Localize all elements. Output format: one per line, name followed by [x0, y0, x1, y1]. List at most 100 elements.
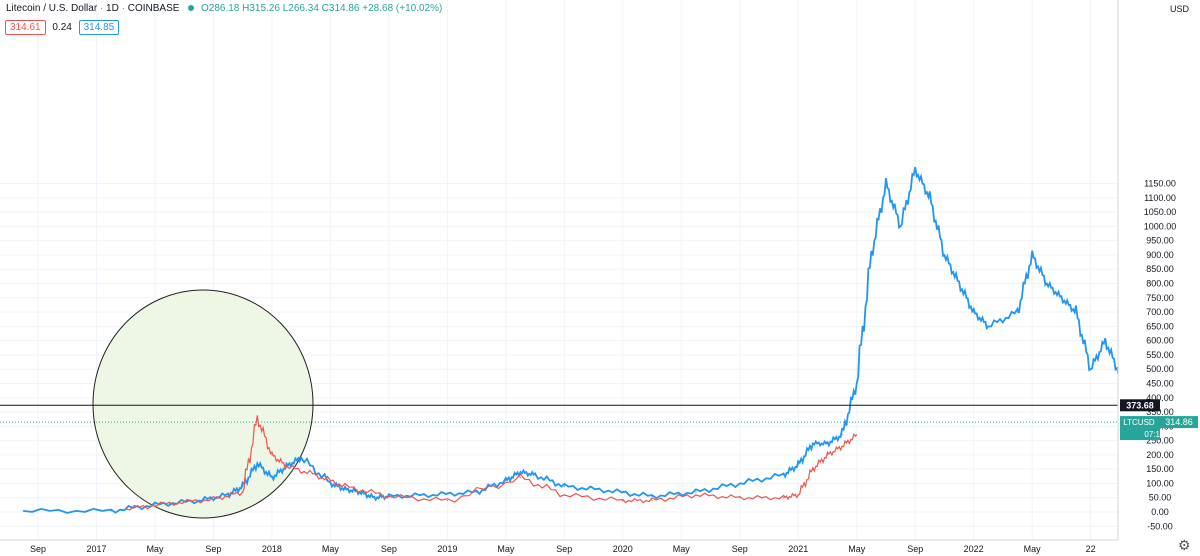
x-tick-label: May	[1024, 544, 1042, 554]
y-tick-label: 250.00	[1146, 436, 1174, 446]
close-value: C314.86	[321, 3, 360, 14]
x-tick-label: Sep	[30, 544, 46, 554]
last-price-tag	[1120, 416, 1160, 441]
data-point	[695, 494, 697, 496]
data-point	[344, 488, 346, 490]
data-point	[987, 325, 989, 327]
y-tick-label: 400.00	[1146, 393, 1174, 403]
y-tick-label: 750.00	[1146, 293, 1174, 303]
x-tick-label: Sep	[732, 544, 748, 554]
last-price-value-tag	[1160, 416, 1198, 429]
y-tick-label: 0.00	[1151, 507, 1169, 517]
y-tick-label: 450.00	[1146, 378, 1174, 388]
market-open-icon	[188, 5, 195, 12]
data-point	[285, 465, 288, 467]
x-tick-label: May	[322, 544, 340, 554]
data-point	[856, 382, 858, 385]
data-point	[797, 494, 799, 496]
x-tick-label: May	[848, 544, 866, 554]
data-point	[841, 445, 843, 447]
data-point	[242, 491, 244, 493]
data-point	[1090, 368, 1092, 370]
y-tick-label: 550.00	[1146, 350, 1174, 360]
data-point	[256, 417, 258, 419]
data-point	[1031, 254, 1033, 256]
data-point	[841, 434, 843, 436]
last-price-symbol: LTCUSD	[1123, 418, 1155, 427]
chart-header: Litecoin / U.S. Dollar · 1D · COINBASE O…	[6, 3, 443, 14]
data-point	[242, 485, 244, 487]
data-point	[271, 477, 273, 479]
data-point	[622, 499, 624, 502]
data-point	[563, 494, 565, 496]
data-point	[125, 508, 127, 510]
y-tick-label: 700.00	[1146, 307, 1174, 317]
data-point	[797, 464, 799, 466]
y-axis-unit: USD	[1170, 4, 1190, 14]
x-tick-label: 2022	[964, 544, 984, 554]
y-tick-label: 950.00	[1146, 236, 1174, 246]
y-tick-label: -50.00	[1147, 521, 1173, 531]
data-point	[519, 471, 522, 473]
sell-button[interactable]: 314.61	[5, 20, 46, 35]
data-point	[943, 254, 946, 256]
data-point	[826, 454, 829, 456]
highlight-ellipse	[92, 289, 314, 519]
open-value: O286.18	[200, 3, 240, 14]
x-tick-label: 22	[1086, 544, 1096, 554]
data-point	[534, 474, 536, 476]
data-point	[739, 482, 741, 485]
data-point	[914, 168, 916, 170]
data-point	[373, 497, 375, 499]
y-tick-label: 1150.00	[1144, 179, 1176, 189]
data-point	[22, 510, 24, 512]
data-point	[344, 485, 346, 487]
data-point	[783, 497, 785, 499]
y-tick-label: 500.00	[1146, 364, 1174, 374]
data-point	[1016, 311, 1019, 313]
x-tick-label: Sep	[907, 544, 923, 554]
data-point	[168, 502, 171, 505]
data-point	[695, 491, 697, 493]
spread-value: 0.24	[52, 22, 72, 33]
data-point	[563, 485, 565, 487]
y-tick-label: 600.00	[1146, 336, 1174, 346]
data-point	[256, 462, 258, 465]
data-point	[271, 454, 273, 456]
buy-button[interactable]: 314.85	[78, 20, 120, 35]
data-point	[856, 434, 858, 436]
symbol-name[interactable]: Litecoin / U.S. Dollar	[6, 3, 98, 14]
change-value: +28.68 (+10.02%)	[362, 3, 443, 14]
data-point	[885, 182, 887, 185]
data-point	[227, 494, 229, 496]
trade-badges: 314.61 0.24 314.85	[5, 20, 120, 35]
y-tick-label: 350.00	[1146, 407, 1174, 417]
data-point	[154, 504, 156, 506]
x-tick-label: 2020	[613, 544, 633, 554]
series-line-red	[125, 415, 858, 511]
level-price-text: 373.68	[1126, 400, 1154, 410]
data-point	[505, 479, 507, 482]
data-point	[1075, 311, 1077, 313]
settings-gear-icon[interactable]: ⚙	[1178, 537, 1191, 553]
x-tick-label: Sep	[556, 544, 572, 554]
data-point	[812, 442, 814, 445]
x-tick-label: 2018	[262, 544, 282, 554]
data-point	[899, 225, 902, 227]
x-tick-label: 2021	[788, 544, 808, 554]
data-point	[958, 282, 960, 285]
y-tick-label: 150.00	[1146, 464, 1174, 474]
bar-countdown: 07:14:48	[1144, 430, 1176, 439]
interval[interactable]: 1D	[106, 3, 119, 14]
data-point	[812, 468, 814, 470]
exchange: COINBASE	[127, 3, 180, 14]
data-point	[607, 489, 609, 492]
data-point	[783, 474, 785, 476]
y-tick-label: 850.00	[1146, 264, 1174, 274]
data-point	[329, 482, 331, 485]
data-point	[388, 495, 390, 497]
y-tick-label: 650.00	[1146, 321, 1174, 331]
x-tick-label: May	[497, 544, 515, 554]
data-point	[651, 499, 653, 502]
